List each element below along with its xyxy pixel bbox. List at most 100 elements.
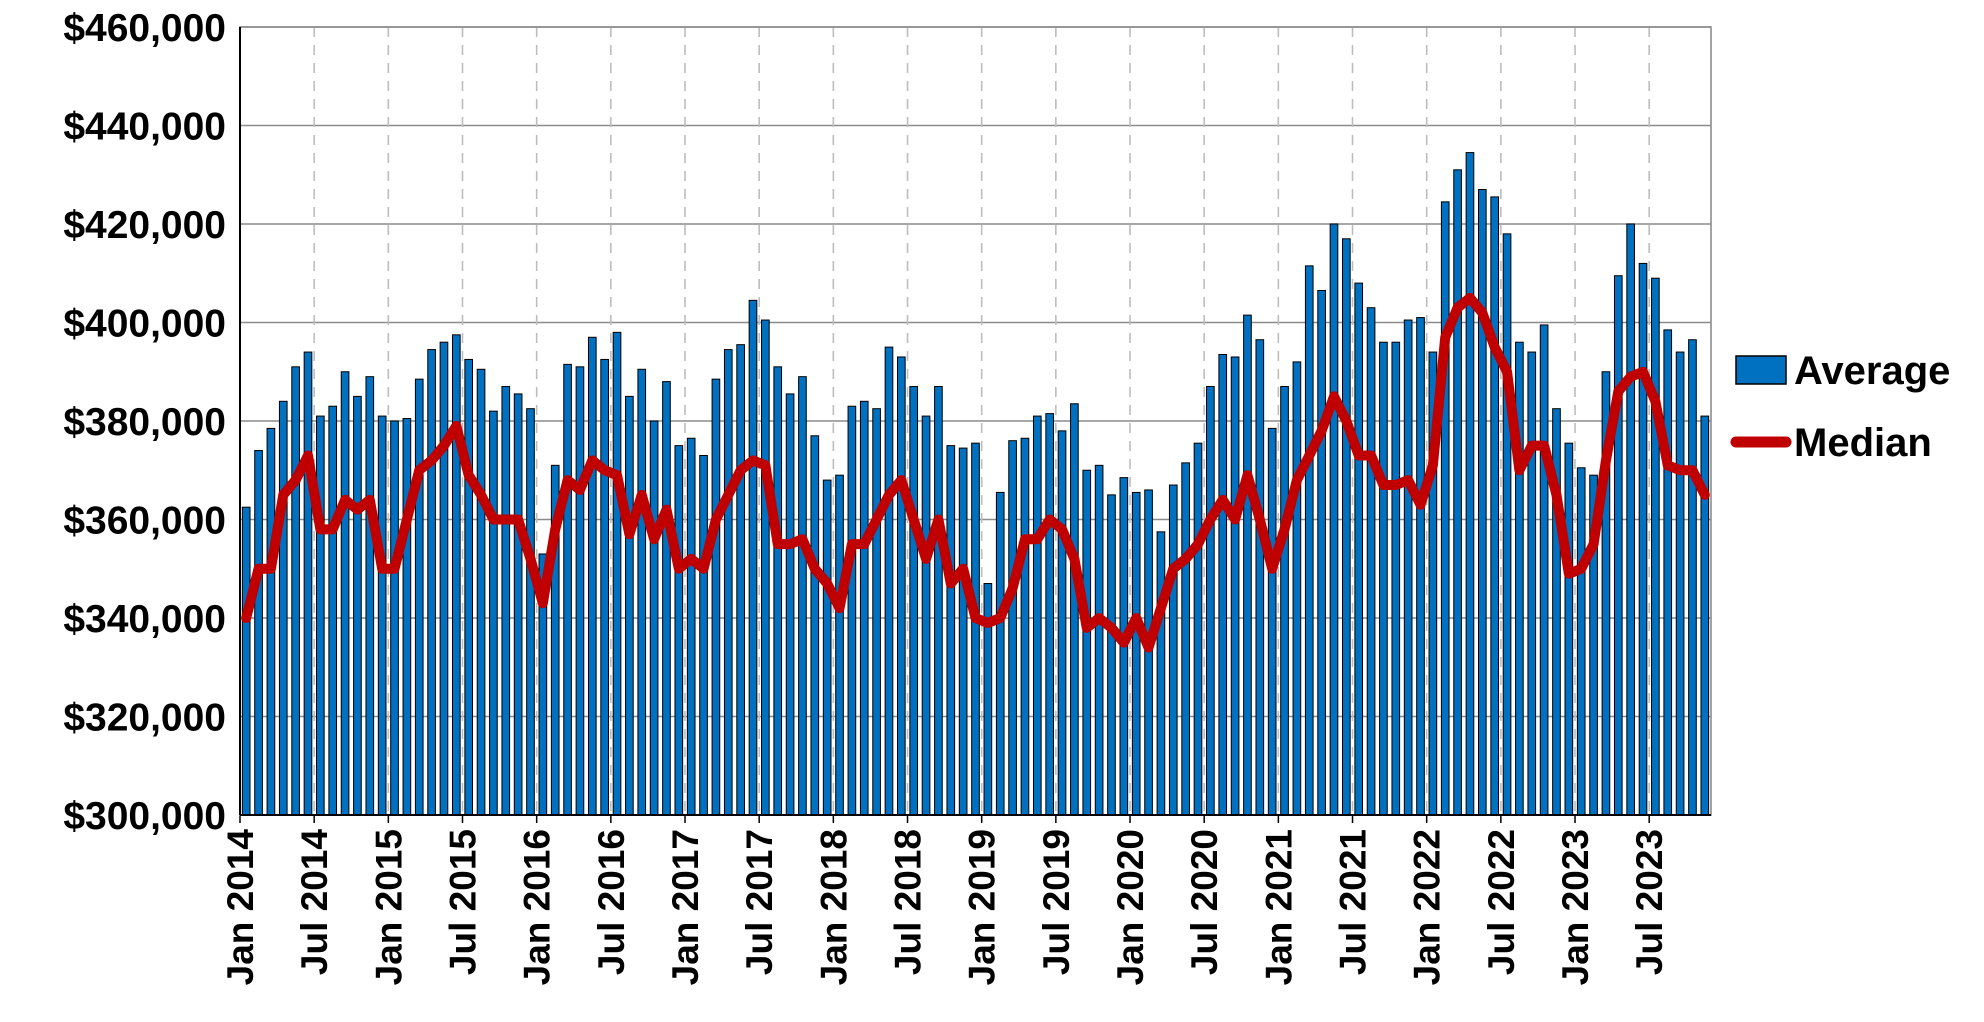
x-tick-label: Jul 2018 <box>888 829 929 975</box>
bar <box>1156 531 1166 816</box>
x-tick-label: Jan 2021 <box>1258 829 1299 985</box>
bar <box>1230 356 1240 816</box>
bar <box>1070 403 1079 816</box>
bar <box>872 408 881 816</box>
bar <box>1354 282 1364 816</box>
bar <box>847 405 857 816</box>
bar <box>835 474 844 816</box>
bar <box>637 368 647 816</box>
y-tick-label: $380,000 <box>63 401 226 444</box>
bar <box>736 344 745 816</box>
bar <box>1527 351 1537 816</box>
bar <box>1193 442 1203 816</box>
x-tick-label: Jan 2015 <box>368 829 409 985</box>
bar <box>686 437 696 816</box>
bar <box>254 450 263 816</box>
bar <box>1465 152 1475 816</box>
line <box>241 292 1710 653</box>
bar <box>649 420 659 816</box>
bar <box>1391 341 1401 816</box>
y-tick-label: $400,000 <box>63 303 226 346</box>
x-tick-label: Jul 2016 <box>591 829 632 975</box>
x-tick-label: Jan 2020 <box>1110 829 1151 985</box>
bar <box>328 405 338 816</box>
bar <box>1613 275 1623 816</box>
bar <box>662 381 671 816</box>
x-tick-label: Jul 2023 <box>1629 829 1670 975</box>
bar <box>1440 201 1450 816</box>
y-tick-label: $320,000 <box>63 697 226 740</box>
bar <box>1255 339 1265 816</box>
bar <box>1342 238 1351 816</box>
bar <box>377 415 387 816</box>
bar <box>1218 354 1228 816</box>
bar <box>773 366 783 816</box>
bar <box>761 319 770 816</box>
bar <box>748 299 758 816</box>
bar <box>1032 415 1042 816</box>
bar <box>1280 386 1289 816</box>
x-tick-label: Jan 2018 <box>813 829 854 985</box>
legend-label: Median <box>1794 421 1932 465</box>
x-tick-label: Jan 2022 <box>1407 829 1448 985</box>
bar <box>291 366 300 816</box>
bar <box>1008 440 1017 816</box>
bar <box>1675 351 1685 816</box>
bar <box>859 400 869 816</box>
bar <box>365 376 375 816</box>
bar <box>1379 341 1388 816</box>
bar <box>402 418 412 816</box>
bar <box>1292 361 1302 816</box>
bar <box>1181 462 1190 816</box>
bar <box>711 378 721 816</box>
x-tick-label: Jul 2014 <box>294 829 335 975</box>
bar <box>476 368 486 816</box>
bar <box>1304 265 1314 816</box>
x-tick-label: Jan 2019 <box>962 829 1003 985</box>
y-tick-label: $420,000 <box>63 204 226 247</box>
bar <box>674 445 684 816</box>
bar <box>439 341 449 816</box>
bar <box>513 393 523 816</box>
bar <box>563 363 572 816</box>
bar <box>909 386 919 816</box>
bar <box>1267 427 1277 816</box>
bar <box>785 393 795 816</box>
bar <box>1477 189 1487 816</box>
x-tick-label: Jan 2016 <box>517 829 558 985</box>
bar <box>1416 317 1425 816</box>
bar <box>1688 339 1697 816</box>
bar <box>1107 494 1116 816</box>
bar <box>266 427 276 816</box>
bar <box>1020 437 1030 816</box>
bar <box>884 346 894 816</box>
bar <box>575 366 585 816</box>
bar <box>241 506 251 816</box>
bar <box>822 479 832 816</box>
bar <box>414 378 424 816</box>
bar <box>1651 277 1660 816</box>
bar <box>810 435 820 816</box>
x-tick-label: Jan 2023 <box>1555 829 1596 985</box>
bar <box>340 371 350 816</box>
bar <box>1366 307 1376 816</box>
bar <box>1206 386 1215 816</box>
x-tick-label: Jul 2019 <box>1036 829 1077 975</box>
bar <box>587 336 597 816</box>
bar <box>1403 319 1413 816</box>
bar <box>1626 223 1635 816</box>
y-tick-label: $300,000 <box>63 795 226 838</box>
bar <box>971 442 980 816</box>
bar <box>1539 324 1549 816</box>
bar <box>958 447 968 816</box>
x-tick-label: Jan 2014 <box>220 829 261 986</box>
bar <box>501 386 511 816</box>
bar <box>1131 491 1141 816</box>
bar <box>798 376 807 816</box>
bar <box>489 410 498 816</box>
y-tick-label: $460,000 <box>63 7 226 50</box>
bar <box>316 415 325 816</box>
x-tick-label: Jul 2020 <box>1184 829 1225 975</box>
